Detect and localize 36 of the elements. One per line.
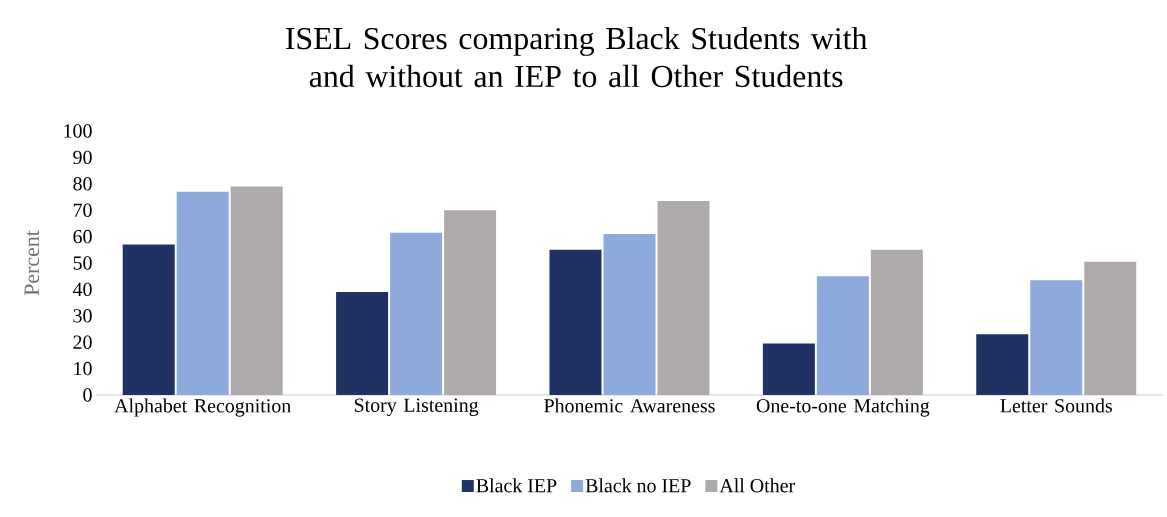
y-tick-label: 100 — [64, 124, 92, 138]
legend-label: All Other — [719, 478, 795, 493]
y-tick-label: 10 — [74, 361, 92, 376]
legend-label: Black IEP — [476, 478, 557, 493]
y-tick-label: 50 — [73, 256, 92, 270]
bar — [549, 249, 602, 395]
bar — [657, 200, 710, 395]
y-tick-label: 90 — [73, 150, 92, 165]
bar — [816, 276, 869, 395]
bar — [230, 186, 283, 395]
bar — [390, 232, 443, 395]
y-tick-label: 20 — [73, 335, 92, 349]
x-tick-label: Story Listening — [354, 398, 479, 416]
y-tick-label: 60 — [73, 229, 92, 244]
legend-label: Black no IEP — [585, 478, 691, 493]
chart-title: ISEL Scores comparing Black Students with and without an IEP to all Other Students — [285, 26, 868, 88]
y-axis-title: Percent — [24, 230, 40, 296]
y-tick-label: 70 — [73, 203, 92, 217]
y-tick-label: 80 — [73, 177, 92, 191]
bar — [603, 233, 656, 395]
bar — [336, 292, 389, 395]
x-tick-label: Letter Sounds — [1000, 398, 1112, 413]
y-tick-label: 0 — [83, 388, 92, 402]
bar — [870, 249, 923, 395]
x-tick-label: Alphabet Recognition — [114, 398, 291, 417]
x-tick-label: One-to-one Matching — [756, 398, 930, 417]
y-tick-label: 40 — [72, 282, 92, 297]
bar — [976, 334, 1029, 395]
bar — [1030, 280, 1083, 395]
bar — [122, 244, 175, 395]
y-tick-label: 30 — [73, 309, 92, 323]
bar — [176, 191, 229, 395]
bar — [1084, 261, 1137, 395]
bar — [444, 210, 497, 395]
bar — [762, 343, 815, 395]
x-tick-label: Phonemic Awareness — [544, 398, 715, 413]
